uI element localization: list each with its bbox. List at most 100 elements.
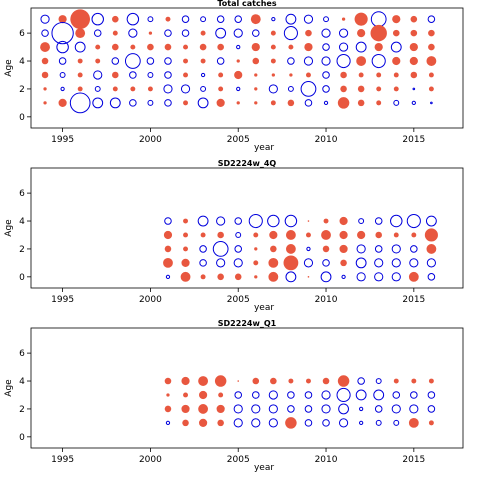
positive-residual-bubble (304, 42, 313, 52)
positive-residual-bubble (357, 99, 365, 107)
x-tick-label: 2015 (402, 135, 425, 145)
negative-residual-bubble (287, 85, 294, 92)
positive-residual-bubble (376, 86, 382, 92)
positive-residual-bubble (181, 404, 190, 414)
positive-residual-bubble (41, 71, 49, 79)
negative-residual-bubble (252, 391, 260, 399)
negative-residual-bubble (412, 87, 416, 91)
positive-residual-bubble (251, 42, 260, 52)
negative-residual-bubble (58, 57, 67, 65)
negative-residual-bubble (425, 215, 437, 227)
negative-residual-bubble (212, 241, 229, 257)
negative-residual-bubble (181, 15, 190, 23)
negative-residual-bubble (336, 387, 351, 403)
negative-residual-bubble (338, 403, 350, 415)
negative-residual-bubble (410, 391, 418, 399)
positive-residual-bubble (237, 380, 240, 382)
y-tick-label: 4 (19, 217, 25, 227)
positive-residual-bubble (112, 15, 119, 23)
negative-residual-bubble (321, 390, 331, 400)
negative-residual-bubble (390, 41, 402, 53)
negative-residual-bubble (56, 40, 69, 54)
negative-residual-bubble (320, 271, 332, 283)
positive-residual-bubble (339, 244, 348, 254)
negative-residual-bubble (234, 217, 242, 225)
negative-residual-bubble (200, 16, 207, 23)
positive-residual-bubble (236, 101, 240, 105)
negative-residual-bubble (147, 99, 154, 106)
positive-residual-bubble (288, 44, 294, 50)
positive-residual-bubble (181, 258, 190, 267)
negative-residual-bubble (233, 258, 243, 268)
negative-residual-bubble (233, 28, 243, 38)
positive-residual-bubble (254, 87, 258, 91)
positive-residual-bubble (375, 231, 382, 239)
negative-residual-bubble (358, 218, 365, 224)
positive-residual-bubble (164, 377, 172, 385)
positive-residual-bubble (270, 44, 276, 50)
x-tick-label: 2010 (315, 135, 338, 145)
positive-residual-bubble (250, 14, 261, 25)
x-axis-label: year (254, 303, 274, 313)
negative-residual-bubble (338, 42, 349, 52)
positive-residual-bubble (253, 260, 259, 266)
negative-residual-bubble (129, 71, 137, 79)
negative-residual-bubble (321, 404, 331, 414)
negative-residual-bubble (322, 419, 330, 427)
positive-residual-bubble (339, 230, 348, 240)
negative-residual-bubble (268, 404, 278, 414)
positive-residual-bubble (218, 86, 224, 92)
positive-residual-bubble (426, 244, 437, 254)
positive-residual-bubble (270, 100, 276, 106)
positive-residual-bubble (322, 245, 330, 253)
positive-residual-bubble (337, 375, 350, 387)
positive-residual-bubble (409, 56, 418, 66)
negative-residual-bubble (304, 405, 313, 413)
negative-residual-bubble (126, 12, 140, 26)
negative-residual-bubble (111, 57, 120, 65)
x-tick-label: 2010 (315, 455, 338, 465)
negative-residual-bubble (215, 27, 227, 39)
y-tick-label: 0 (19, 273, 25, 283)
positive-residual-bubble (408, 271, 419, 282)
panel-sd2224w-4q: SD2224w_4Q Age year 1995 2000 2005 2010 2015… (4, 159, 464, 313)
positive-residual-bubble (163, 257, 173, 268)
positive-residual-bubble (305, 29, 312, 37)
negative-residual-bubble (285, 271, 297, 283)
negative-residual-bubble (164, 71, 172, 79)
negative-residual-bubble (92, 97, 104, 109)
negative-residual-bubble (304, 99, 313, 107)
positive-residual-bubble (370, 24, 387, 42)
negative-residual-bubble (51, 21, 74, 45)
negative-residual-bubble (251, 404, 261, 414)
positive-residual-bubble (323, 218, 329, 224)
positive-residual-bubble (337, 97, 350, 109)
negative-residual-bubble (41, 29, 49, 37)
negative-residual-bubble (216, 258, 226, 268)
negative-residual-bubble (94, 85, 101, 92)
positive-residual-bubble (164, 245, 172, 253)
positive-residual-bubble (183, 246, 188, 252)
positive-residual-bubble (166, 393, 170, 397)
positive-residual-bubble (43, 87, 47, 91)
positive-residual-bubble (43, 101, 47, 105)
negative-residual-bubble (287, 391, 295, 399)
positive-residual-bubble (270, 58, 276, 64)
positive-residual-bubble (217, 419, 224, 427)
negative-residual-bubble (236, 86, 241, 92)
negative-residual-bubble (303, 14, 314, 24)
negative-residual-bubble (430, 101, 433, 105)
negative-residual-bubble (199, 245, 207, 253)
x-tick-label: 2015 (402, 455, 425, 465)
positive-residual-bubble (41, 57, 49, 65)
positive-residual-bubble (183, 58, 188, 64)
positive-residual-bubble (254, 101, 258, 105)
negative-residual-bubble (180, 84, 191, 94)
y-tick-label: 0 (19, 113, 25, 123)
negative-residual-bubble (392, 391, 401, 399)
positive-residual-bubble (252, 377, 260, 385)
positive-residual-bubble (285, 244, 296, 254)
negative-residual-bubble (322, 43, 330, 51)
negative-residual-bubble (234, 15, 242, 23)
negative-residual-bubble (284, 214, 298, 228)
